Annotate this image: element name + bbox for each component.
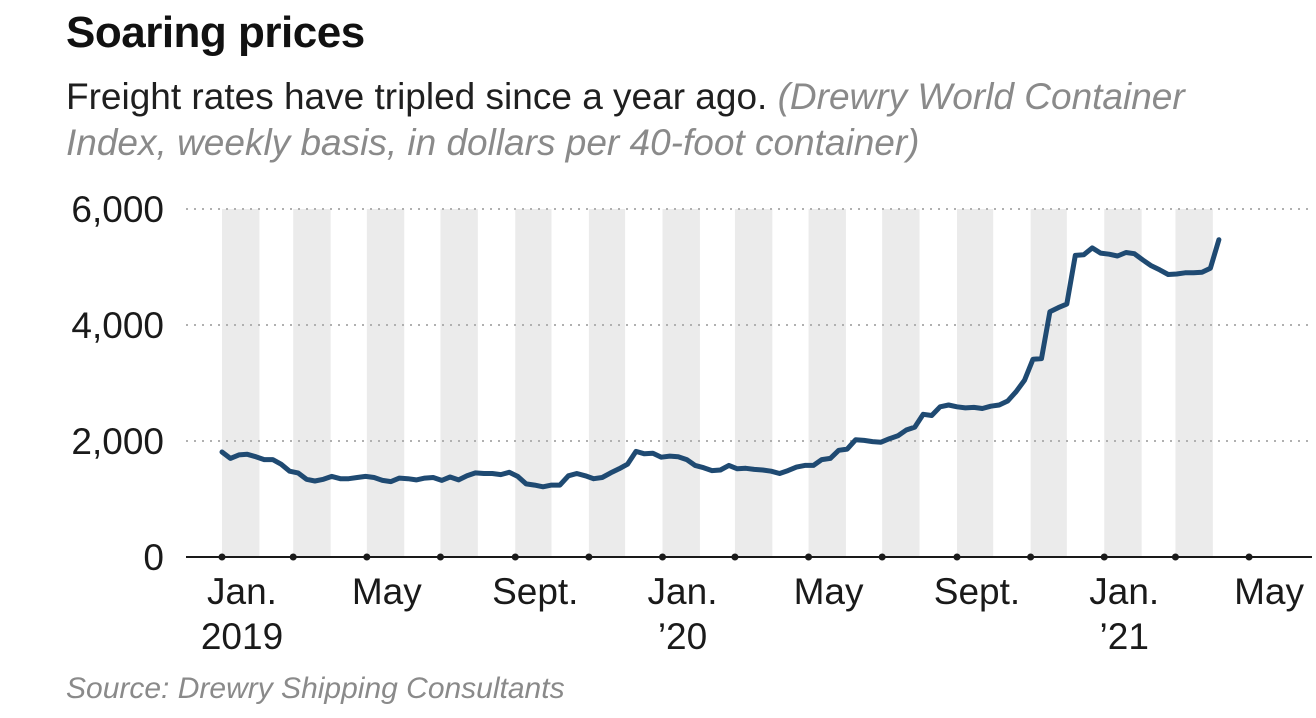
x-tick-dot [218,553,226,561]
month-band [957,209,994,557]
x-tick-dot [289,553,297,561]
month-band [808,209,846,557]
x-tick-label-year: ’21 [1100,616,1149,657]
chart-subtitle: Freight rates have tripled since a year … [66,74,1286,166]
x-tick-dot [731,553,739,561]
month-band [882,209,920,557]
x-tick-dot [511,553,519,561]
x-tick-dot [585,553,593,561]
x-tick-dot [436,553,444,561]
month-band [1104,209,1142,557]
month-band [222,209,260,557]
x-tick-dot [1245,553,1253,561]
x-tick-label: Sept. [492,571,578,612]
x-tick-label: May [352,571,422,612]
chart-title: Soaring prices [66,8,365,57]
x-axis-tick-dots [218,553,1253,561]
x-tick-dot [1171,553,1179,561]
month-band [366,209,405,557]
x-tick-label-year: 2019 [201,616,283,657]
x-tick-label: Jan. [207,571,277,612]
month-band [293,209,331,557]
month-band [440,209,478,557]
source-note: Source: Drewry Shipping Consultants [66,672,565,705]
x-tick-dot [878,553,886,561]
month-band [1175,209,1213,557]
x-tick-dot [1027,553,1035,561]
x-tick-label: May [794,571,864,612]
x-tick-dot [1100,553,1108,561]
month-band [734,209,773,557]
x-tick-dot [659,553,667,561]
freight-rate-line [219,237,1222,490]
x-tick-label-year: ’20 [658,616,707,657]
subtitle-note: (Drewry World Container Index, weekly ba… [66,76,1185,163]
y-axis-labels: 0 2,000 4,000 6,000 [71,189,164,578]
x-tick-dot [805,553,813,561]
x-tick-label: Jan. [648,571,718,612]
x-tick-label: Jan. [1089,571,1159,612]
x-tick-label: Sept. [934,571,1020,612]
y-tick-label: 0 [143,537,164,578]
month-band [1030,209,1067,557]
y-tick-label: 4,000 [71,305,164,346]
x-tick-label: May [1234,571,1304,612]
y-tick-label: 2,000 [71,421,164,462]
y-tick-label: 6,000 [71,189,164,230]
subtitle-main: Freight rates have tripled since a year … [66,76,768,117]
x-tick-dot [363,553,371,561]
x-tick-dot [953,553,961,561]
month-bands [222,209,1213,557]
month-band [588,209,626,557]
month-band [515,209,552,557]
month-band [662,209,700,557]
